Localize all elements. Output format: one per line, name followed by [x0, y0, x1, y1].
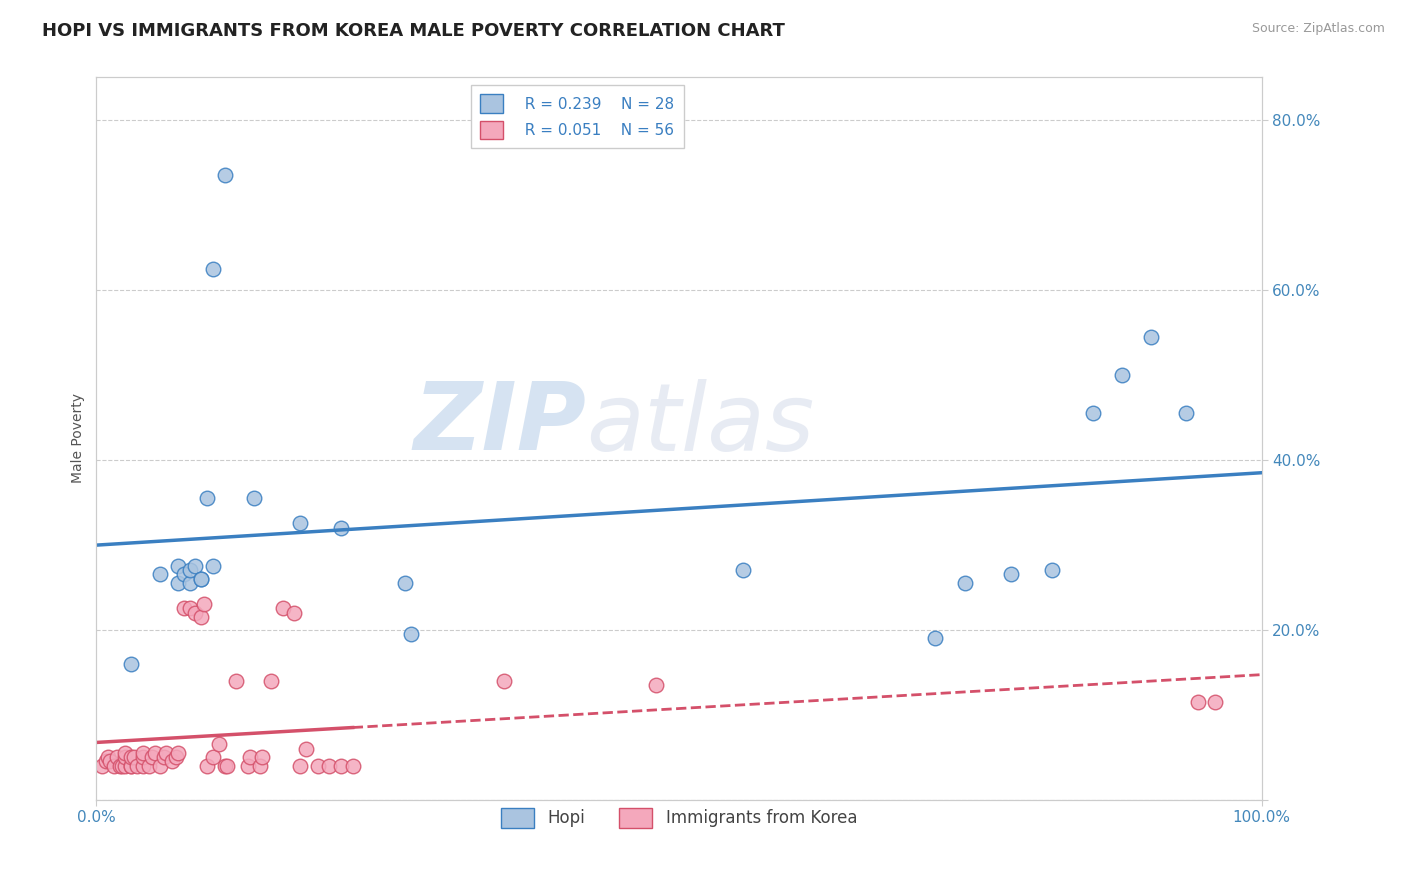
Point [105, 750, 128, 764]
Point [179, 563, 201, 577]
Point [132, 758, 155, 772]
Point [201, 558, 224, 573]
Point [214, 758, 236, 772]
Point [138, 758, 160, 772]
Point [644, 678, 666, 692]
Point [98, 754, 121, 768]
Point [184, 606, 207, 620]
Point [399, 627, 422, 641]
Point [143, 746, 166, 760]
Point [103, 758, 125, 772]
Point [97, 750, 120, 764]
Point [494, 673, 516, 688]
Point [1000, 567, 1022, 582]
Point [201, 261, 224, 276]
Point [179, 575, 201, 590]
Point [167, 575, 190, 590]
Point [190, 572, 212, 586]
Legend: Hopi, Immigrants from Korea: Hopi, Immigrants from Korea [495, 801, 863, 835]
Point [153, 750, 176, 764]
Text: atlas: atlas [586, 378, 814, 469]
Point [208, 737, 231, 751]
Text: ZIP: ZIP [413, 378, 586, 470]
Point [733, 563, 755, 577]
Point [132, 750, 155, 764]
Point [236, 758, 259, 772]
Point [120, 750, 142, 764]
Point [342, 758, 364, 772]
Point [394, 575, 416, 590]
Point [239, 750, 262, 764]
Point [307, 758, 329, 772]
Point [114, 746, 136, 760]
Point [1187, 695, 1209, 709]
Point [160, 754, 183, 768]
Text: Source: ZipAtlas.com: Source: ZipAtlas.com [1251, 22, 1385, 36]
Point [1081, 406, 1104, 420]
Point [167, 558, 190, 573]
Point [149, 567, 172, 582]
Point [122, 750, 145, 764]
Point [195, 758, 218, 772]
Text: HOPI VS IMMIGRANTS FROM KOREA MALE POVERTY CORRELATION CHART: HOPI VS IMMIGRANTS FROM KOREA MALE POVER… [42, 22, 785, 40]
Point [155, 746, 177, 760]
Point [290, 516, 312, 531]
Point [114, 750, 136, 764]
Point [149, 758, 172, 772]
Point [108, 758, 131, 772]
Point [91, 758, 114, 772]
Point [330, 758, 353, 772]
Point [1140, 329, 1163, 343]
Point [290, 758, 312, 772]
Point [1175, 406, 1198, 420]
Point [1204, 695, 1226, 709]
Point [214, 168, 236, 182]
Point [195, 491, 218, 505]
Point [250, 750, 273, 764]
Point [260, 673, 283, 688]
Point [283, 606, 305, 620]
Point [249, 758, 271, 772]
Point [1111, 368, 1133, 382]
Point [318, 758, 340, 772]
Point [295, 741, 318, 756]
Point [120, 758, 142, 772]
Point [120, 758, 142, 772]
Y-axis label: Male Poverty: Male Poverty [72, 393, 86, 483]
Point [132, 746, 155, 760]
Point [201, 750, 224, 764]
Point [225, 673, 247, 688]
Point [127, 758, 149, 772]
Point [215, 758, 238, 772]
Point [173, 567, 195, 582]
Point [1040, 563, 1063, 577]
Point [190, 610, 212, 624]
Point [141, 750, 163, 764]
Point [111, 758, 134, 772]
Point [271, 601, 294, 615]
Point [179, 601, 201, 615]
Point [242, 491, 264, 505]
Point [165, 750, 187, 764]
Point [924, 631, 946, 645]
Point [94, 754, 117, 768]
Point [190, 572, 212, 586]
Point [193, 597, 215, 611]
Point [167, 746, 190, 760]
Point [184, 558, 207, 573]
Point [953, 575, 976, 590]
Point [120, 657, 142, 671]
Point [330, 521, 353, 535]
Point [173, 601, 195, 615]
Point [114, 758, 136, 772]
